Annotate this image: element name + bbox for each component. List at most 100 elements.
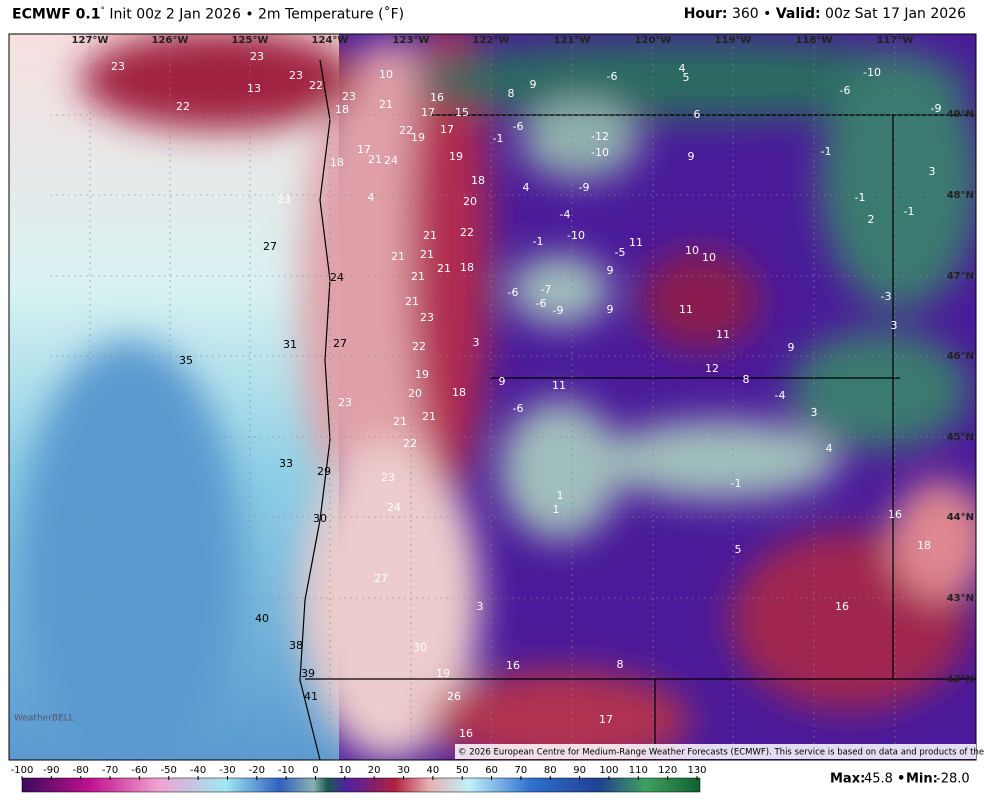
temperature-label: -7 xyxy=(541,283,552,296)
temperature-label: 21 xyxy=(423,229,437,242)
temperature-label: 22 xyxy=(399,124,413,137)
legend-tick-label: 120 xyxy=(658,765,677,776)
temperature-label: -10 xyxy=(863,66,881,79)
longitude-label: 125°W xyxy=(232,35,269,46)
legend-tick-label: -100 xyxy=(11,765,34,776)
longitude-label: 122°W xyxy=(473,35,510,46)
temperature-label: 3 xyxy=(811,406,818,419)
longitude-label: 119°W xyxy=(715,35,752,46)
temperature-label: 19 xyxy=(449,150,463,163)
longitude-label: 117°W xyxy=(877,35,914,46)
temperature-label: 19 xyxy=(436,667,450,680)
temperature-label: 16 xyxy=(835,600,849,613)
temperature-label: 2 xyxy=(868,213,875,226)
latitude-label: 44°N xyxy=(947,512,974,523)
logo: WeatherBELL xyxy=(14,714,74,724)
legend-tick-label: -90 xyxy=(43,765,59,776)
temperature-label: 23 xyxy=(381,471,395,484)
legend-tick-label: 80 xyxy=(544,765,557,776)
latitude-label: 45°N xyxy=(947,432,974,443)
max: 45.8 xyxy=(864,772,893,787)
temperature-label: 17 xyxy=(357,143,371,156)
temperature-label: -4 xyxy=(775,389,786,402)
temperature-label: 10 xyxy=(685,244,699,257)
temperature-label: 21 xyxy=(379,98,393,111)
temperature-label: 16 xyxy=(506,659,520,672)
temperature-label: 18 xyxy=(452,386,466,399)
temperature-label: 11 xyxy=(679,303,693,316)
temperature-label: 9 xyxy=(607,303,614,316)
temperature-label: 30 xyxy=(413,641,427,654)
temperature-label: 23 xyxy=(289,69,303,82)
legend-tick-label: -40 xyxy=(190,765,206,776)
longitude-label: 120°W xyxy=(635,35,672,46)
temperature-label: 21 xyxy=(422,410,436,423)
temperature-label: 16 xyxy=(459,727,473,740)
bullet: • xyxy=(897,772,905,787)
temperature-label: 1 xyxy=(553,503,560,516)
temperature-label: 6 xyxy=(694,108,701,121)
temperature-label: 30 xyxy=(313,512,327,525)
init: Init 00z 2 Jan 2026 • 2m Temperature (˚F… xyxy=(109,6,405,23)
min-label: Min: xyxy=(906,772,938,787)
temperature-label: 3 xyxy=(891,319,898,332)
longitude-label: 124°W xyxy=(312,35,349,46)
temperature-label: -12 xyxy=(591,130,609,143)
latitude-label: 46°N xyxy=(947,351,974,362)
temperature-label: 27 xyxy=(374,572,388,585)
temperature-label: 20 xyxy=(408,387,422,400)
temperature-label: -6 xyxy=(508,286,519,299)
temperature-label: 29 xyxy=(317,465,331,478)
temperature-label: -4 xyxy=(560,208,571,221)
temperature-label: 18 xyxy=(471,174,485,187)
temperature-label: 17 xyxy=(421,106,435,119)
legend-tick-label: 60 xyxy=(485,765,498,776)
temperature-label: 4 xyxy=(826,442,833,455)
temperature-label: -9 xyxy=(579,181,590,194)
legend-tick-label: -80 xyxy=(73,765,89,776)
temperature-label: -1 xyxy=(855,191,866,204)
temperature-label: 38 xyxy=(289,639,303,652)
hour: 360 xyxy=(731,6,759,22)
temperature-label: 24 xyxy=(330,271,344,284)
temperature-label: 3 xyxy=(477,600,484,613)
temperature-label: 11 xyxy=(629,236,643,249)
temperature-label: 40 xyxy=(255,612,269,625)
temperature-label: 22 xyxy=(176,100,190,113)
temperature-label: 15 xyxy=(455,106,469,119)
temperature-label: 10 xyxy=(379,68,393,81)
temperature-label: 22 xyxy=(403,437,417,450)
temperature-label: 10 xyxy=(702,251,716,264)
temperature-label: 23 xyxy=(277,193,291,206)
temperature-label: 27 xyxy=(263,240,277,253)
legend-tick-label: 0 xyxy=(312,765,318,776)
temperature-label: 18 xyxy=(460,261,474,274)
legend-tick-label: -70 xyxy=(102,765,118,776)
temperature-label: 4 xyxy=(523,181,530,194)
temperature-label: -6 xyxy=(513,120,524,133)
temperature-label: 22 xyxy=(412,340,426,353)
latitude-label: 42°N xyxy=(947,674,974,685)
latitude-label: 49°N xyxy=(947,109,974,120)
temperature-label: 3 xyxy=(929,165,936,178)
temperature-label: -6 xyxy=(607,70,618,83)
temperature-label: 5 xyxy=(735,543,742,556)
legend-tick-label: 110 xyxy=(629,765,648,776)
temperature-label: 21 xyxy=(420,248,434,261)
temperature-label: 8 xyxy=(508,87,515,100)
latitude-label: 47°N xyxy=(947,271,974,282)
temperature-label: -1 xyxy=(904,205,915,218)
temperature-label: -10 xyxy=(567,229,585,242)
temperature-label: 39 xyxy=(301,667,315,680)
temperature-label: 5 xyxy=(683,71,690,84)
temperature-label: 22 xyxy=(309,79,323,92)
temperature-label: 9 xyxy=(788,341,795,354)
temperature-label: 18 xyxy=(335,103,349,116)
legend-tick-label: -50 xyxy=(161,765,177,776)
temperature-label: 17 xyxy=(440,123,454,136)
temperature-label: 11 xyxy=(716,328,730,341)
legend-tick-label: 40 xyxy=(427,765,440,776)
temperature-label: 23 xyxy=(342,90,356,103)
